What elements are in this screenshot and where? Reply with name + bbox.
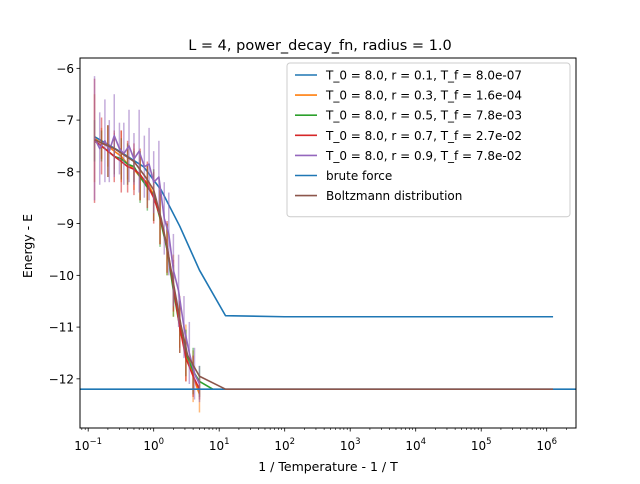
- legend-label: T_0 = 8.0, r = 0.1, T_f = 8.0e-07: [325, 69, 522, 83]
- x-tick-label-base: 10: [274, 439, 289, 453]
- y-tick-label: −6: [56, 62, 74, 76]
- x-axis-label: 1 / Temperature - 1 / T: [258, 459, 398, 474]
- legend-label: T_0 = 8.0, r = 0.3, T_f = 1.6e-04: [325, 89, 522, 103]
- x-tick-label-exponent: −1: [90, 437, 103, 447]
- series-line: [93, 134, 201, 385]
- y-tick-label: −10: [49, 269, 74, 283]
- legend-box: [286, 62, 571, 218]
- series-4: [93, 76, 201, 403]
- x-tick-label-exponent: 1: [224, 437, 229, 447]
- y-tick-label: −11: [49, 321, 74, 335]
- x-tick-label-exponent: 5: [486, 437, 491, 447]
- legend-item: T_0 = 8.0, r = 0.5, T_f = 7.8e-03: [295, 109, 522, 123]
- series-6: [94, 139, 554, 390]
- x-tick-label-exponent: 3: [355, 437, 360, 447]
- legend-item: brute force: [295, 169, 392, 183]
- x-tick-label-base: 10: [74, 439, 89, 453]
- legend-label: Boltzmann distribution: [326, 189, 462, 203]
- legend-label: brute force: [326, 169, 392, 183]
- legend-item: T_0 = 8.0, r = 0.1, T_f = 8.0e-07: [295, 69, 522, 83]
- x-tick-label: 104: [405, 437, 426, 453]
- x-tick-label-base: 10: [536, 439, 551, 453]
- legend-label: T_0 = 8.0, r = 0.7, T_f = 2.7e-02: [325, 129, 522, 143]
- x-tick-label-exponent: 4: [421, 437, 426, 447]
- x-tick-label-exponent: 6: [552, 437, 557, 447]
- series-line: [94, 140, 201, 390]
- legend-item: Boltzmann distribution: [295, 189, 462, 203]
- x-tick-label: 101: [209, 437, 230, 453]
- legend: T_0 = 8.0, r = 0.1, T_f = 8.0e-07 T_0 = 8…: [286, 62, 571, 218]
- x-tick-label: 105: [471, 437, 492, 453]
- x-tick-label: 106: [536, 437, 557, 453]
- chart-title: L = 4, power_decay_fn, radius = 1.0: [188, 38, 452, 54]
- y-tick-label: −12: [49, 372, 74, 386]
- x-tick-label: 103: [340, 437, 361, 453]
- x-tick-label-base: 10: [471, 439, 486, 453]
- x-tick-label: 10−1: [74, 437, 102, 453]
- legend-label: T_0 = 8.0, r = 0.5, T_f = 7.8e-03: [325, 109, 522, 123]
- y-tick-label: −9: [56, 217, 74, 231]
- y-axis-label: Energy - E: [20, 214, 35, 278]
- series-line: [94, 139, 554, 390]
- plot-area: [80, 76, 576, 413]
- x-tick-label-exponent: 2: [290, 437, 295, 447]
- axes-frame: [79, 57, 577, 429]
- x-tick-label-base: 10: [340, 439, 355, 453]
- x-tick-label: 102: [274, 437, 295, 453]
- x-axis-ticks: 10−1 100 101 102 103 104 105 106: [74, 428, 567, 453]
- x-tick-label-base: 10: [209, 439, 224, 453]
- x-tick-label: 100: [143, 437, 164, 453]
- y-axis-ticks: −6 −7 −8 −9 −10 −11 −12: [49, 62, 80, 386]
- legend-item: T_0 = 8.0, r = 0.3, T_f = 1.6e-04: [295, 89, 522, 103]
- y-tick-label: −8: [56, 165, 74, 179]
- legend-item: T_0 = 8.0, r = 0.7, T_f = 2.7e-02: [295, 129, 522, 143]
- legend-item: T_0 = 8.0, r = 0.9, T_f = 7.8e-02: [295, 149, 522, 163]
- y-tick-label: −7: [56, 114, 74, 128]
- x-tick-label-base: 10: [143, 439, 158, 453]
- legend-label: T_0 = 8.0, r = 0.9, T_f = 7.8e-02: [325, 149, 522, 163]
- x-tick-label-exponent: 0: [159, 437, 164, 447]
- x-tick-label-base: 10: [405, 439, 420, 453]
